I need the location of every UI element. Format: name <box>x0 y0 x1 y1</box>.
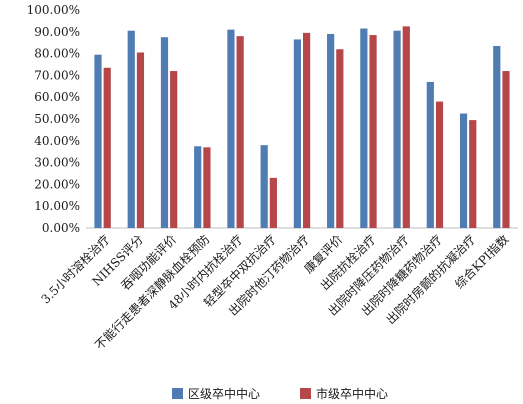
bar-district-0 <box>94 54 102 228</box>
bar-district-12 <box>493 45 501 228</box>
y-tick-label: 70.00% <box>34 68 80 82</box>
y-tick-label: 50.00% <box>34 112 80 126</box>
y-tick-label: 100.00% <box>27 3 80 17</box>
bar-city-10 <box>435 101 444 228</box>
bar-city-7 <box>336 49 344 228</box>
bar-city-2 <box>170 71 178 228</box>
y-tick-label: 90.00% <box>34 25 80 39</box>
legend-label-city: 市级卒中中心 <box>316 386 388 401</box>
bar-district-5 <box>260 145 268 228</box>
bar-city-11 <box>469 120 477 228</box>
bar-district-9 <box>393 30 401 229</box>
y-tick-label: 40.00% <box>34 134 80 148</box>
bar-city-0 <box>103 67 111 229</box>
y-tick-label: 0.00% <box>42 221 80 235</box>
y-tick-label: 10.00% <box>34 199 80 213</box>
legend: 区级卒中中心 市级卒中中心 <box>172 386 388 401</box>
bar-city-1 <box>136 52 145 229</box>
bar-city-3 <box>203 147 211 228</box>
bar-city-8 <box>369 35 377 228</box>
legend-swatch-city <box>300 388 311 399</box>
bar-city-5 <box>269 177 277 228</box>
legend-swatch-district <box>172 388 183 399</box>
bar-district-4 <box>227 29 235 229</box>
bar-district-6 <box>293 39 301 229</box>
x-axis: 3.5小时溶栓治疗NIHSS评分吞咽功能评价不能行走患者深静脉血栓预防48小时内… <box>38 232 512 353</box>
bar-district-10 <box>426 81 434 228</box>
bar-district-7 <box>327 33 335 229</box>
y-tick-label: 60.00% <box>34 90 80 104</box>
bar-city-6 <box>303 32 311 228</box>
bar-district-11 <box>459 113 468 228</box>
y-axis: 0.00% 10.00% 20.00% 30.00% 40.00% 50.00% 60.00… <box>27 3 518 235</box>
bar-city-12 <box>502 71 510 228</box>
y-tick-label: 20.00% <box>34 177 80 191</box>
bar-city-4 <box>236 36 244 228</box>
bar-district-8 <box>360 28 368 229</box>
bar-district-3 <box>194 146 202 228</box>
legend-label-district: 区级卒中中心 <box>188 386 260 401</box>
bars <box>94 26 510 229</box>
bar-city-9 <box>402 26 410 228</box>
y-tick-label: 80.00% <box>34 47 80 61</box>
bar-district-2 <box>160 37 169 228</box>
bar-district-1 <box>127 30 135 229</box>
y-tick-label: 30.00% <box>34 156 80 170</box>
